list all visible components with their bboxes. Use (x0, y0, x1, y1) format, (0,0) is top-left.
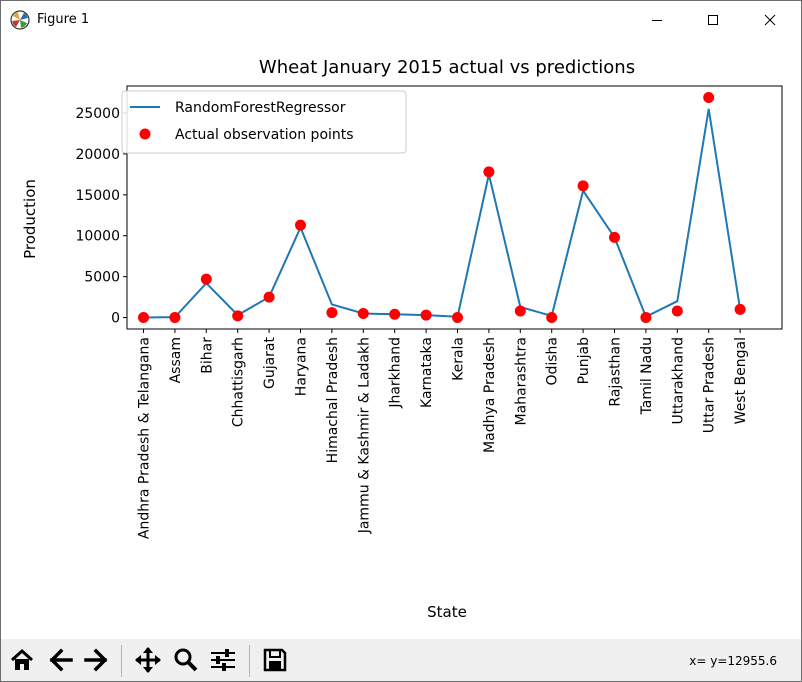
configure-subplots-button[interactable] (208, 645, 238, 675)
x-tick-label: Uttarakhand (670, 337, 686, 424)
legend-marker-swatch (139, 128, 151, 140)
legend-box (121, 90, 407, 154)
home-icon (10, 648, 34, 670)
forward-arrow-icon (84, 648, 108, 672)
x-tick-label: Jharkhand (388, 337, 404, 409)
x-tick-label: Gujarat (262, 336, 278, 389)
chart-title: Wheat January 2015 actual vs predictions (259, 57, 635, 78)
data-point (169, 312, 181, 324)
window-title: Figure 1 (37, 12, 90, 27)
y-tick-label: 20000 (75, 147, 120, 163)
data-point (514, 305, 526, 317)
legend-label: Actual observation points (175, 127, 354, 143)
x-tick-label: Kerala (451, 337, 467, 381)
data-point (389, 308, 401, 320)
configure-subplots-icon (211, 649, 235, 671)
data-point (295, 219, 306, 231)
minimize-button[interactable] (634, 1, 680, 39)
data-point (546, 312, 558, 324)
title-bar: Figure 1 (1, 1, 801, 39)
matplotlib-icon (10, 10, 30, 30)
data-point (326, 307, 338, 319)
minimize-icon (652, 20, 662, 21)
data-point (671, 305, 683, 317)
coordinate-readout: x= y=12955.6 (689, 654, 777, 668)
x-tick-label: Chhattisgarh (231, 337, 247, 427)
close-icon (764, 14, 776, 26)
data-point (263, 291, 275, 303)
x-tick-label: Himachal Pradesh (325, 337, 341, 463)
pan-button[interactable] (133, 645, 163, 675)
data-point (452, 312, 463, 324)
x-axis-label: State (427, 603, 467, 621)
x-tick-label: Haryana (294, 337, 310, 396)
close-button[interactable] (747, 1, 793, 39)
data-point (609, 231, 620, 243)
zoom-button[interactable] (171, 645, 201, 675)
legend-label: RandomForestRegressor (175, 100, 346, 116)
save-icon (263, 648, 287, 672)
maximize-icon (708, 15, 718, 25)
maximize-button[interactable] (690, 1, 736, 39)
x-tick-label: Punjab (576, 337, 592, 384)
save-button[interactable] (260, 645, 290, 675)
y-tick-label: 5000 (84, 270, 120, 286)
y-axis-label: Production (21, 179, 39, 259)
forward-button[interactable] (81, 645, 111, 675)
series-line-0 (143, 108, 742, 319)
x-tick-label: Odisha (545, 337, 561, 386)
data-point (577, 180, 589, 192)
x-tick-label: Tamil Nadu (639, 337, 655, 416)
y-tick-label: 0 (111, 311, 120, 327)
x-tick-label: Uttar Pradesh (702, 337, 718, 433)
x-tick-label: Maharashtra (513, 337, 529, 425)
data-point (357, 307, 369, 319)
back-button[interactable] (46, 645, 76, 675)
data-point (200, 273, 212, 285)
x-tick-label: Karnataka (419, 337, 435, 408)
y-tick-label: 15000 (75, 188, 120, 204)
home-button[interactable] (7, 645, 37, 675)
data-point (483, 166, 495, 178)
x-tick-label: West Bengal (733, 337, 749, 424)
x-tick-label: Madhya Pradesh (482, 337, 498, 453)
y-tick-label: 25000 (75, 106, 120, 122)
data-point (420, 309, 432, 321)
plot-area-frame (126, 85, 783, 330)
x-tick-label: Jammu & Kashmir & Ladakh (356, 337, 372, 534)
x-tick-label: Andhra Pradesh & Telangana (137, 337, 153, 539)
toolbar-separator (121, 645, 122, 677)
data-point (640, 312, 652, 324)
data-point (232, 310, 244, 322)
figure-canvas[interactable]: Wheat January 2015 actual vs predictions… (1, 39, 801, 639)
pan-icon (135, 647, 161, 673)
y-tick-label: 10000 (75, 229, 120, 245)
navigation-toolbar: x= y=12955.6 (1, 639, 801, 681)
toolbar-separator (249, 645, 250, 677)
chart: Wheat January 2015 actual vs predictions… (21, 57, 783, 621)
x-tick-label: Assam (168, 337, 184, 383)
data-point (703, 91, 715, 103)
x-tick-label: Bihar (199, 337, 215, 374)
x-tick-label: Rajasthan (608, 337, 624, 407)
back-arrow-icon (49, 648, 73, 672)
zoom-icon (174, 648, 198, 672)
data-point (138, 312, 149, 324)
data-point (734, 303, 746, 315)
